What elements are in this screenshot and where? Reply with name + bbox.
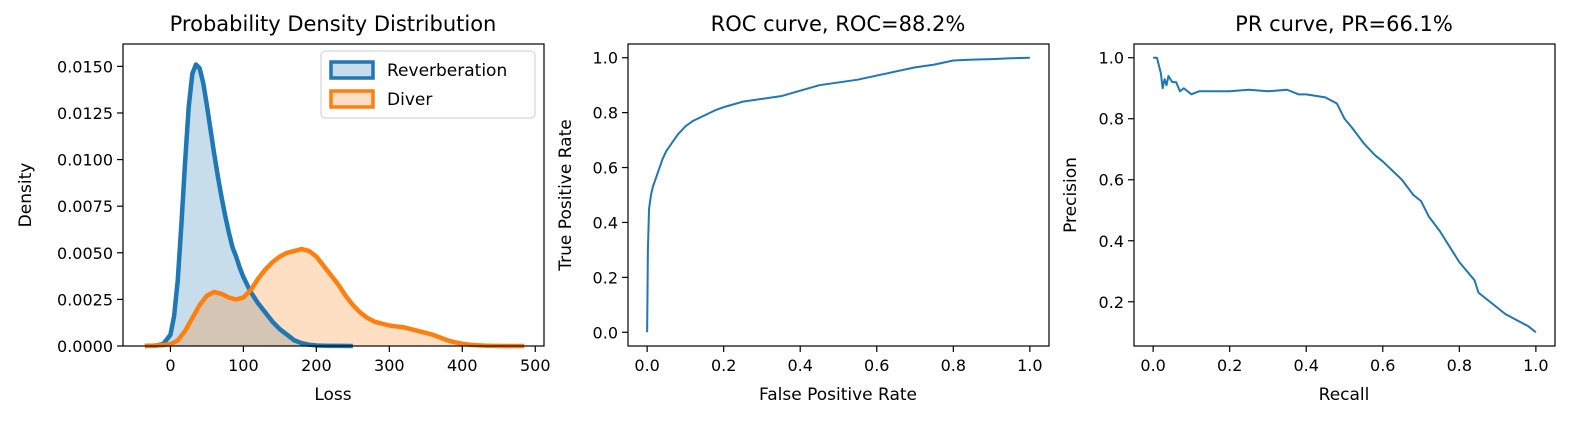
roc-y-tick-label: 0.6 — [593, 159, 618, 178]
density-area-diver — [144, 249, 525, 346]
density-y-tick-label: 0.0075 — [57, 197, 113, 216]
roc-axes-frame — [627, 43, 1050, 347]
density-x-ticks: 0 100 200 300 400 500 — [165, 346, 551, 375]
pr-y-axis-label: Precision — [1061, 157, 1081, 233]
pr-y-tick-label: 0.4 — [1099, 232, 1124, 251]
roc-y-tick-label: 0.4 — [593, 213, 618, 232]
roc-y-tick-label: 0.2 — [593, 268, 618, 287]
density-y-tick-label: 0.0000 — [57, 337, 113, 356]
roc-x-tick-label: 0.4 — [788, 356, 813, 375]
density-x-tick-label: 100 — [228, 356, 259, 375]
density-y-tick-label: 0.0125 — [57, 104, 113, 123]
roc-x-ticks: 0.0 0.2 0.4 0.6 0.8 1.0 — [634, 346, 1043, 375]
density-x-tick-label: 500 — [520, 356, 551, 375]
pr-plot-area — [1153, 56, 1537, 334]
density-y-tick-label: 0.0025 — [57, 290, 113, 309]
density-x-tick-label: 0 — [165, 356, 175, 375]
pr-chart-title: PR curve, PR=66.1% — [1235, 12, 1453, 36]
legend-swatch-reverberation — [329, 60, 375, 80]
density-chart-panel: 0 100 200 300 400 500 0.0000 0.0025 0.0050 0.007… — [16, 12, 551, 405]
density-legend[interactable]: Reverberation Diver — [320, 50, 536, 119]
roc-x-tick-label: 1.0 — [1017, 356, 1042, 375]
roc-x-tick-label: 0.6 — [864, 356, 889, 375]
density-x-axis-label: Loss — [314, 385, 351, 405]
pr-y-ticks: 0.2 0.4 0.6 0.8 1.0 — [1099, 49, 1134, 312]
density-y-tick-label: 0.0050 — [57, 244, 113, 263]
pr-y-tick-label: 0.2 — [1099, 293, 1124, 312]
legend-label-diver: Diver — [387, 90, 432, 110]
roc-x-axis-label: False Positive Rate — [759, 385, 917, 405]
roc-plot-area — [646, 56, 1030, 333]
roc-curve-line — [646, 56, 1030, 333]
pr-y-tick-label: 1.0 — [1099, 49, 1124, 68]
pr-x-ticks: 0.0 0.2 0.4 0.6 0.8 1.0 — [1140, 346, 1549, 375]
pr-x-tick-label: 1.0 — [1523, 356, 1548, 375]
density-y-axis-label: Density — [16, 163, 36, 228]
density-line-diver — [144, 246, 525, 349]
density-chart-title: Probability Density Distribution — [170, 12, 497, 36]
pr-x-axis-label: Recall — [1319, 385, 1370, 405]
density-line-reverberation — [144, 62, 353, 349]
pr-y-tick-label: 0.6 — [1099, 171, 1124, 190]
pr-chart-panel: 0.0 0.2 0.4 0.6 0.8 1.0 0.2 0.4 0.6 0.8 1.0 PR cu… — [1061, 12, 1556, 405]
density-area-reverberation — [144, 64, 353, 347]
roc-y-tick-label: 0.0 — [593, 323, 618, 342]
density-y-ticks: 0.0000 0.0025 0.0050 0.0075 0.0100 0.0125 0.01… — [57, 57, 123, 356]
roc-chart-panel: 0.0 0.2 0.4 0.6 0.8 1.0 0.0 0.2 0.4 0.6 0.8 1.0 RO… — [556, 12, 1050, 405]
roc-y-axis-label: True Positive Rate — [556, 119, 576, 271]
pr-y-tick-label: 0.8 — [1099, 110, 1124, 129]
pr-x-tick-label: 0.0 — [1140, 356, 1165, 375]
roc-chart-title: ROC curve, ROC=88.2% — [711, 12, 966, 36]
pr-axes-frame — [1133, 43, 1556, 347]
pr-x-tick-label: 0.8 — [1447, 356, 1472, 375]
roc-y-ticks: 0.0 0.2 0.4 0.6 0.8 1.0 — [593, 49, 628, 342]
roc-x-tick-label: 0.2 — [711, 356, 736, 375]
density-x-tick-label: 300 — [374, 356, 405, 375]
pr-curve-line — [1153, 56, 1537, 334]
roc-x-tick-label: 0.0 — [634, 356, 659, 375]
pr-x-tick-label: 0.6 — [1370, 356, 1395, 375]
density-axes-frame — [122, 43, 545, 347]
pr-x-tick-label: 0.2 — [1217, 356, 1242, 375]
density-x-tick-label: 200 — [301, 356, 332, 375]
density-y-tick-label: 0.0100 — [57, 151, 113, 170]
roc-y-tick-label: 1.0 — [593, 49, 618, 68]
density-plot-area — [144, 62, 525, 349]
roc-x-tick-label: 0.8 — [941, 356, 966, 375]
density-x-tick-label: 400 — [447, 356, 478, 375]
legend-label-reverberation: Reverberation — [387, 61, 507, 81]
roc-y-tick-label: 0.8 — [593, 104, 618, 123]
pr-x-tick-label: 0.4 — [1294, 356, 1319, 375]
density-y-tick-label: 0.0150 — [57, 57, 113, 76]
legend-swatch-diver — [329, 89, 375, 109]
